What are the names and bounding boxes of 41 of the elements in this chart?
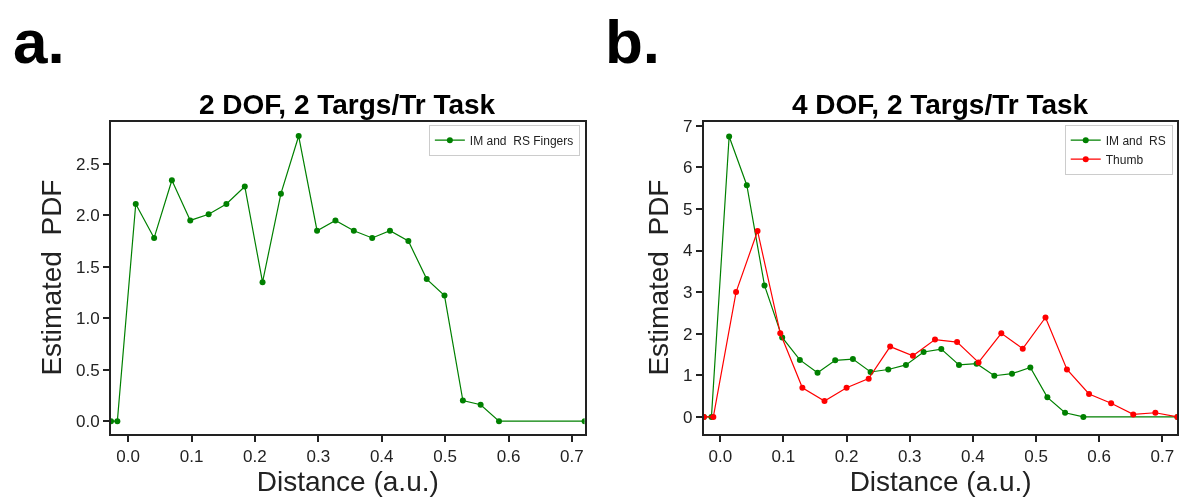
y-tick-label: 2 [683, 324, 693, 344]
x-tick-label: 0.2 [243, 446, 267, 466]
y-tick-label: 4 [683, 241, 693, 261]
x-tick-label: 0.4 [961, 446, 985, 466]
x-tick-label: 0.1 [771, 446, 796, 466]
x-tick-label: 0.7 [1150, 446, 1175, 466]
y-tick-label: 2.5 [75, 154, 100, 174]
y-tick-label: 6 [683, 158, 693, 178]
x-tick-label: 0.6 [496, 446, 521, 466]
y-tick-label: 0.5 [75, 360, 100, 380]
x-tick-label: 0.3 [897, 446, 922, 466]
text: b. [605, 7, 661, 76]
y-tick-label: 1.5 [75, 257, 100, 277]
x-tick-label: 0.0 [116, 446, 140, 466]
legend-label: Thumb [1105, 152, 1144, 167]
legend-label: IM and RS [1105, 133, 1166, 148]
x-tick-label: 0.5 [1024, 446, 1048, 466]
y-tick-label: 7 [683, 116, 693, 136]
x-tick-label: 0.2 [834, 446, 859, 466]
y-tick-label: 2.0 [75, 206, 100, 226]
y-tick-label: 1 [683, 366, 693, 386]
x-axis-title: Distance (a.u.) [256, 465, 439, 497]
x-tick-label: 0.5 [433, 446, 457, 466]
y-tick-label: 1.0 [75, 309, 100, 329]
y-axis-title: Estimated PDF [36, 179, 68, 376]
x-tick-label: 0.3 [306, 446, 331, 466]
y-tick-label: 0 [683, 407, 693, 427]
x-tick-label: 0.7 [560, 446, 584, 466]
y-tick-label: 5 [683, 199, 693, 219]
chart-title: 4 DOF, 2 Targs/Tr Task [792, 89, 1089, 120]
x-tick-label: 0.0 [708, 446, 733, 466]
y-tick-label: 3 [683, 283, 693, 303]
x-tick-label: 0.1 [179, 446, 204, 466]
y-tick-label: 0.0 [75, 412, 100, 432]
chart-title: 2 DOF, 2 Targs/Tr Task [199, 89, 496, 120]
x-tick-label: 0.6 [1087, 446, 1111, 466]
text: a. [13, 7, 65, 76]
x-tick-label: 0.4 [369, 446, 394, 466]
y-axis-title: Estimated PDF [643, 179, 675, 376]
x-axis-title: Distance (a.u.) [849, 465, 1032, 497]
legend-label: IM and RS Fingers [469, 133, 574, 148]
